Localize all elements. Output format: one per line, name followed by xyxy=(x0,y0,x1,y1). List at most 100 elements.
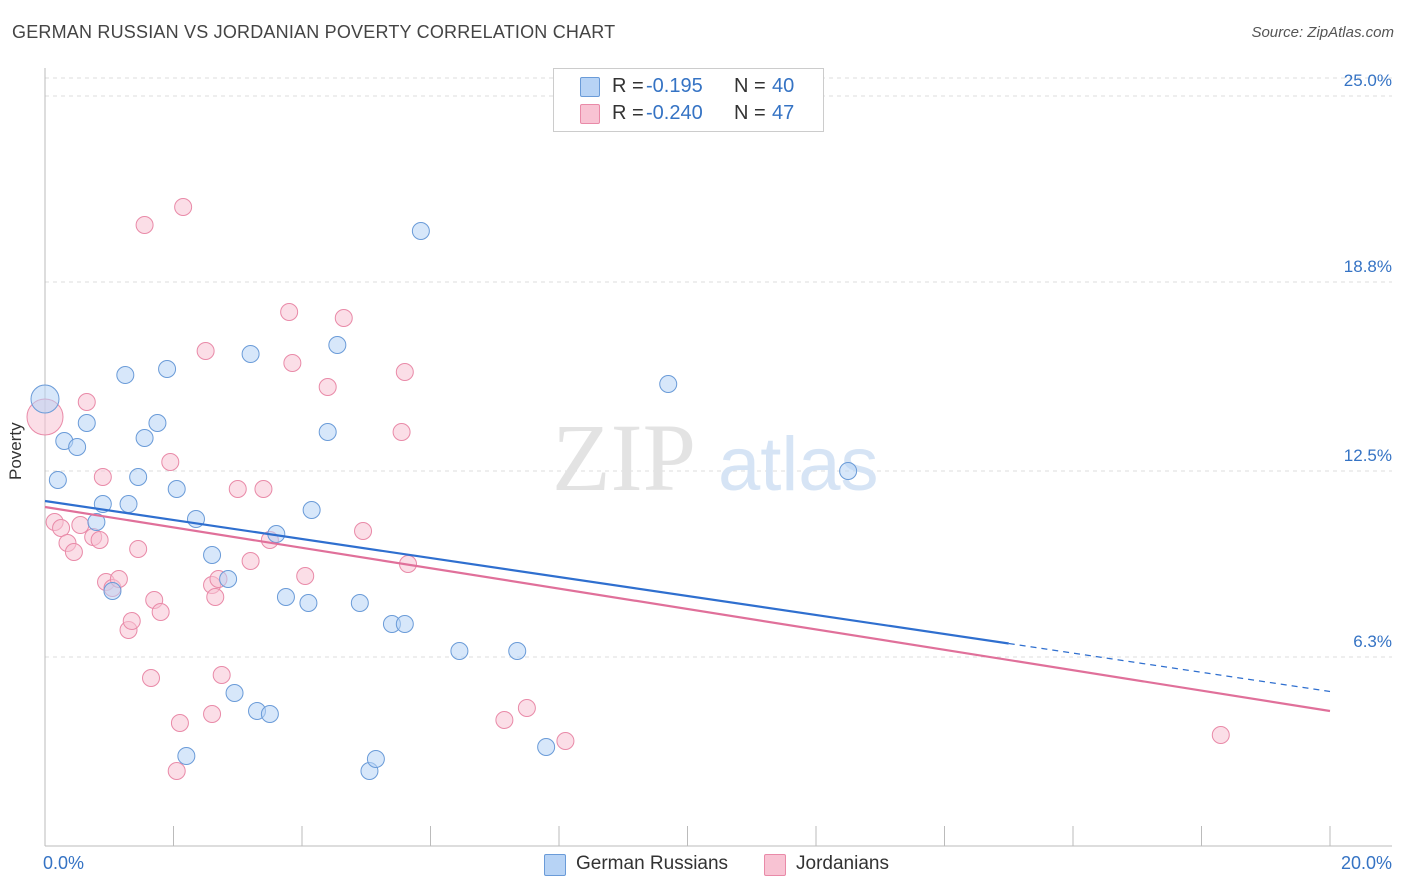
jordanian-point xyxy=(334,309,353,327)
jordanian-point xyxy=(196,342,215,360)
x-tick-label: 0.0% xyxy=(43,853,84,873)
jordanian-point xyxy=(170,714,189,732)
german-russian-point xyxy=(508,642,527,660)
axis-layer xyxy=(44,68,1392,847)
jordanian-point xyxy=(122,612,141,630)
german-russian-point xyxy=(241,345,260,363)
bottom-legend: German Russians Jordanians xyxy=(0,850,1406,878)
jordanian-point xyxy=(77,393,96,411)
pink-swatch xyxy=(580,104,600,124)
blue-swatch xyxy=(580,77,600,97)
source-label: Source: ZipAtlas.com xyxy=(1251,24,1394,41)
jordanian-point xyxy=(241,552,260,570)
german-russian-point xyxy=(129,468,148,486)
jordanian-point xyxy=(142,669,161,687)
jordanian-point xyxy=(318,378,337,396)
n-value: 47 xyxy=(772,102,795,124)
german-russian-point xyxy=(135,429,154,447)
jordanians-trendline xyxy=(44,505,1331,713)
jordanian-point xyxy=(254,480,273,498)
german-russian-point xyxy=(119,495,138,513)
german-russian-point xyxy=(299,594,318,612)
watermark-atlas: atlas xyxy=(718,422,879,507)
n-label: N = xyxy=(734,102,766,124)
jordanian-point xyxy=(392,423,411,441)
german-russian-point xyxy=(450,642,469,660)
r-value: -0.240 xyxy=(646,102,703,124)
german-russian-point xyxy=(167,480,186,498)
legend-pink-swatch xyxy=(764,854,786,876)
jordanian-point xyxy=(135,216,154,234)
german-russian-point xyxy=(103,582,122,600)
legend-blue-swatch xyxy=(544,854,566,876)
german-russian-point xyxy=(87,513,106,531)
jordanian-point xyxy=(556,732,575,750)
jordanian-point xyxy=(151,603,170,621)
legend-label: Jordanians xyxy=(796,853,889,874)
german-russian-point xyxy=(30,384,60,414)
jordanian-point xyxy=(129,540,148,558)
german-russian-point xyxy=(260,705,279,723)
jordanian-point xyxy=(161,453,180,471)
german-russian-point xyxy=(68,438,87,456)
jordanian-point xyxy=(93,468,112,486)
trendlines xyxy=(44,499,1331,713)
german-russian-point xyxy=(48,471,67,489)
german-russian-point xyxy=(302,501,321,519)
jordanian-point xyxy=(495,711,514,729)
german-russian-point xyxy=(158,360,177,378)
watermark: ZIP atlas xyxy=(552,404,879,511)
german-russian-point xyxy=(328,336,347,354)
german-russian-point xyxy=(366,750,385,768)
jordanian-point xyxy=(283,354,302,372)
german-russians-trendline xyxy=(44,499,1009,645)
german-russian-point xyxy=(225,684,244,702)
jordanian-point xyxy=(395,363,414,381)
grid-layer xyxy=(45,77,1392,658)
legend-label: German Russians xyxy=(576,853,729,874)
german-russian-point xyxy=(537,738,556,756)
german-russian-point xyxy=(177,747,196,765)
jordanian-point xyxy=(280,303,299,321)
jordanian-point xyxy=(90,531,109,549)
german-russian-point xyxy=(276,588,295,606)
german-russian-point xyxy=(148,414,167,432)
chart-title: GERMAN RUSSIAN VS JORDANIAN POVERTY CORR… xyxy=(12,22,616,42)
jordanian-point xyxy=(354,522,373,540)
jordanian-point xyxy=(203,705,222,723)
german-russian-point xyxy=(839,462,858,480)
jordanian-point xyxy=(206,588,225,606)
watermark-zip: ZIP xyxy=(552,404,696,511)
r-value: -0.195 xyxy=(646,75,703,97)
y-tick-label: 12.5% xyxy=(1344,446,1392,465)
n-value: 40 xyxy=(772,75,795,97)
y-tick-label: 25.0% xyxy=(1344,71,1392,90)
german-russian-point xyxy=(350,594,369,612)
german-russian-point xyxy=(395,615,414,633)
jordanian-point xyxy=(296,567,315,585)
y-tick-label: 6.3% xyxy=(1353,632,1392,651)
jordanian-point xyxy=(228,480,247,498)
r-label: R = xyxy=(612,102,644,124)
r-label: R = xyxy=(612,75,644,97)
jordanian-point xyxy=(1211,726,1230,744)
german-russian-point xyxy=(203,546,222,564)
x-tick-label: 20.0% xyxy=(1341,853,1392,873)
german-russian-point xyxy=(116,366,135,384)
y-axis-label: Poverty xyxy=(6,422,25,480)
jordanian-point xyxy=(212,666,231,684)
jordanian-point xyxy=(71,516,90,534)
jordanian-point xyxy=(517,699,536,717)
german-russian-point xyxy=(659,375,678,393)
jordanian-point xyxy=(174,198,193,216)
german-russian-point xyxy=(77,414,96,432)
stats-row-jordanians: R = -0.240 N = 47 xyxy=(554,100,823,128)
jordanian-point xyxy=(64,543,83,561)
stats-row-german-russians: R = -0.195 N = 40 xyxy=(554,73,823,101)
jordanian-point xyxy=(52,519,71,537)
stats-legend-box: R = -0.195 N = 40 R = -0.240 N = 47 xyxy=(553,68,824,132)
tick-labels: 6.3% 12.5% 18.8% 25.0% 0.0% 20.0% xyxy=(43,71,1392,873)
n-label: N = xyxy=(734,75,766,97)
jordanian-point xyxy=(167,762,186,780)
